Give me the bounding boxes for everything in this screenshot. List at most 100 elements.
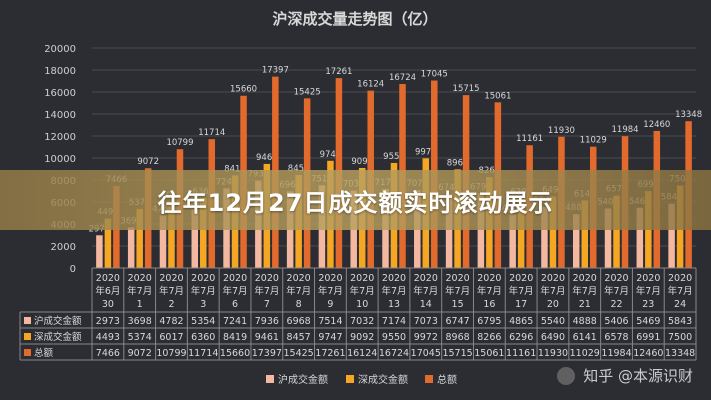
y-tick-label: 12000 xyxy=(44,132,76,143)
data-label: 15715 xyxy=(453,84,480,94)
table-cell: 7241 xyxy=(223,316,247,327)
table-cell: 16724 xyxy=(379,348,409,359)
table-cell: 17261 xyxy=(315,348,345,359)
legend-label: 沪成交金额 xyxy=(278,373,328,386)
table-cell: 6747 xyxy=(445,316,469,327)
y-tick-label: 10000 xyxy=(44,154,76,165)
bar-0 xyxy=(96,235,103,268)
x-tick-label: 17 xyxy=(515,299,527,310)
table-cell: 7032 xyxy=(350,316,374,327)
x-tick-label: 2020 xyxy=(414,273,438,284)
table-cell: 2973 xyxy=(96,316,120,327)
table-cell: 7936 xyxy=(255,316,279,327)
x-tick-label: 2020 xyxy=(255,273,279,284)
x-tick-label: 2020 xyxy=(604,273,628,284)
bar-1 xyxy=(517,198,525,268)
data-label: 15425 xyxy=(294,87,321,97)
table-cell: 5843 xyxy=(668,316,692,327)
x-tick-label: 2020 xyxy=(350,273,374,284)
table-cell: 9092 xyxy=(350,332,374,343)
bar-0 xyxy=(477,193,485,268)
table-cell: 8266 xyxy=(477,332,501,343)
x-tick-label: 2020 xyxy=(287,273,311,284)
table-cell: 6795 xyxy=(477,316,501,327)
x-tick-label: 24 xyxy=(674,299,686,310)
table-cell: 17045 xyxy=(411,348,441,359)
x-tick-label: 22 xyxy=(610,299,622,310)
x-tick-label: 2020 xyxy=(477,273,501,284)
x-tick-label: 20 xyxy=(547,299,559,310)
y-tick-label: 0 xyxy=(70,264,76,275)
table-cell: 6578 xyxy=(604,332,628,343)
x-tick-label: 1 xyxy=(137,299,143,310)
x-tick-label: 年7月 xyxy=(223,285,248,297)
bar-0 xyxy=(509,214,516,268)
x-tick-label: 年7月 xyxy=(636,285,661,297)
data-label: 11029 xyxy=(580,136,607,146)
bar-1 xyxy=(104,218,112,268)
table-cell: 6968 xyxy=(287,316,311,327)
table-cell: 15715 xyxy=(442,348,472,359)
y-tick-label: 18000 xyxy=(44,66,76,77)
x-tick-label: 年7月 xyxy=(509,285,534,297)
bar-0 xyxy=(572,214,580,268)
x-tick-label: 年7月 xyxy=(604,285,629,297)
x-tick-label: 年7月 xyxy=(540,285,565,297)
bar-1 xyxy=(581,200,588,268)
bar-0 xyxy=(127,227,135,268)
table-cell: 7500 xyxy=(668,332,692,343)
table-cell: 6490 xyxy=(541,332,565,343)
x-tick-label: 年7月 xyxy=(668,285,693,297)
table-cell: 15660 xyxy=(220,348,250,359)
data-label: 11930 xyxy=(548,126,575,136)
data-label: 9461 xyxy=(256,153,278,163)
data-label: 11714 xyxy=(198,128,225,138)
x-tick-label: 年7月 xyxy=(477,285,502,297)
table-cell: 7174 xyxy=(382,316,406,327)
x-tick-label: 7 xyxy=(264,299,270,310)
x-tick-label: 9 xyxy=(327,299,333,310)
data-label: 17261 xyxy=(325,67,352,77)
data-label: 9972 xyxy=(415,147,437,157)
bar-0 xyxy=(604,208,612,268)
x-tick-label: 年7月 xyxy=(159,285,184,297)
data-label: 15061 xyxy=(484,91,511,101)
x-tick-label: 3 xyxy=(200,299,206,310)
x-tick-label: 2020 xyxy=(668,273,692,284)
table-cell: 8419 xyxy=(223,332,247,343)
table-cell: 11714 xyxy=(188,348,218,359)
x-tick-label: 2020 xyxy=(541,273,565,284)
x-tick-label: 2020 xyxy=(128,273,152,284)
legend-swatch xyxy=(346,375,354,383)
row-header: 沪成交金额 xyxy=(34,315,82,327)
x-tick-label: 2020 xyxy=(191,273,215,284)
bar-0 xyxy=(668,203,675,268)
table-cell: 12460 xyxy=(633,348,663,359)
legend-label: 深成交金额 xyxy=(358,373,408,386)
x-tick-label: 2020 xyxy=(636,273,660,284)
table-cell: 11029 xyxy=(570,348,600,359)
x-tick-label: 年7月 xyxy=(318,285,343,297)
bar-1 xyxy=(200,198,207,268)
y-tick-label: 14000 xyxy=(44,110,76,121)
table-cell: 5540 xyxy=(541,316,565,327)
x-tick-label: 2020 xyxy=(223,273,247,284)
x-tick-label: 2020 xyxy=(509,273,533,284)
bar-0 xyxy=(191,209,199,268)
x-tick-label: 23 xyxy=(642,299,654,310)
chart-title: 沪深成交量走势图（亿） xyxy=(272,10,437,28)
x-tick-label: 2020 xyxy=(573,273,597,284)
x-tick-label: 2020 xyxy=(382,273,406,284)
row-legend-swatch xyxy=(24,333,31,340)
x-tick-label: 15 xyxy=(452,299,464,310)
bar-1 xyxy=(136,208,143,268)
bar-0 xyxy=(541,207,548,268)
x-tick-label: 年7月 xyxy=(191,285,216,297)
data-label: 9092 xyxy=(351,157,373,167)
data-label: 10799 xyxy=(166,138,193,148)
watermark-text: 知乎 @本源识财 xyxy=(583,367,693,385)
x-tick-label: 21 xyxy=(579,299,591,310)
table-cell: 6991 xyxy=(636,332,660,343)
data-label: 11984 xyxy=(612,125,639,135)
row-header: 深成交金额 xyxy=(34,331,82,343)
